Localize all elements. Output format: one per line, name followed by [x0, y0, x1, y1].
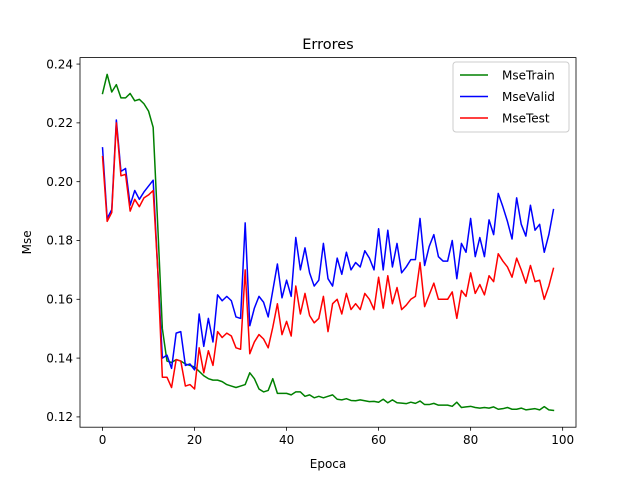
y-tick-label: 0.22: [46, 116, 73, 130]
legend: MseTrain MseValid MseTest: [452, 61, 570, 133]
legend-entries: MseTrain MseValid MseTest: [460, 68, 555, 125]
x-tick-label: 80: [463, 433, 478, 447]
legend-box: [452, 61, 570, 133]
y-tick-label: 0.12: [46, 410, 73, 424]
y-tick-label: 0.16: [46, 292, 73, 306]
y-axis-label: Mse: [20, 230, 34, 254]
y-tick-label: 0.14: [46, 351, 73, 365]
y-tick-label: 0.24: [46, 57, 73, 71]
axes-frame: [79, 57, 577, 428]
legend-label-msevalid: MseValid: [502, 90, 555, 104]
x-tick-label: 20: [187, 433, 202, 447]
y-tick-label: 0.20: [46, 175, 73, 189]
x-tick-label: 0: [99, 433, 107, 447]
y-tick-label: 0.18: [46, 234, 73, 248]
chart-title: Errores: [302, 37, 354, 53]
x-tick-label: 40: [279, 433, 294, 447]
x-tick-label: 100: [551, 433, 574, 447]
series-layer: [101, 73, 555, 412]
axes-layer: 0 20 40 60 80 100 0.12 0.14 0.16 0.18 0.20 0.22 0.24: [46, 57, 577, 447]
legend-label-msetest: MseTest: [502, 111, 550, 125]
x-tick-label: 60: [371, 433, 386, 447]
legend-label-msetrain: MseTrain: [502, 68, 555, 82]
series-line-msevalid: [101, 119, 555, 371]
series-line-msetest: [101, 122, 555, 390]
x-axis-label: Epoca: [310, 457, 347, 471]
